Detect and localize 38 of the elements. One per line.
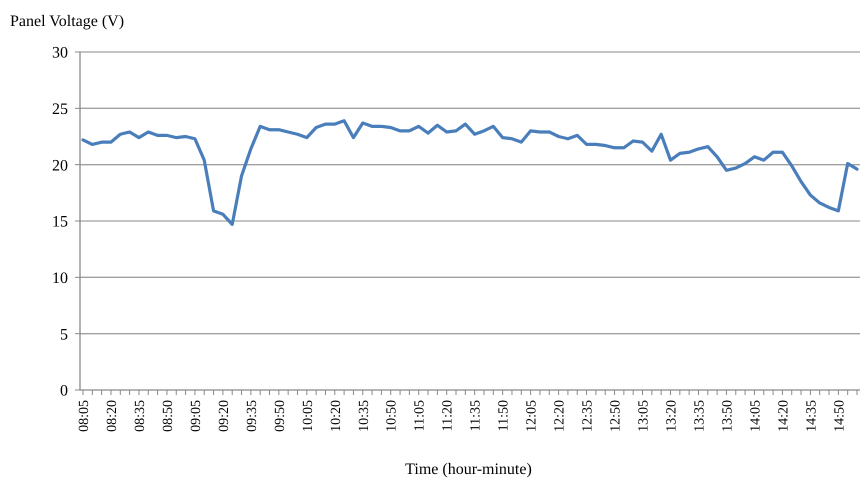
x-tick-label: 11:20 — [440, 400, 456, 432]
x-tick-label: 12:50 — [608, 400, 624, 432]
x-tick-label: 09:05 — [188, 400, 204, 432]
y-tick-label: 15 — [52, 214, 68, 231]
x-tick-label: 12:05 — [524, 400, 540, 432]
x-tick-label: 13:20 — [664, 400, 680, 432]
x-tick-label: 08:50 — [160, 400, 176, 432]
x-tick-label: 09:50 — [272, 400, 288, 432]
x-tick-label: 09:35 — [244, 400, 260, 432]
x-axis-title: Time (hour-minute) — [405, 461, 532, 478]
x-tick-label: 13:35 — [692, 400, 708, 432]
x-tick-label: 08:20 — [104, 400, 120, 432]
x-tick-label: 11:05 — [412, 400, 428, 432]
x-tick-label: 14:35 — [804, 400, 820, 432]
line-series — [81, 119, 859, 226]
x-tick-label: 10:20 — [328, 400, 344, 432]
y-tick-label: 25 — [52, 100, 68, 118]
x-tick-label: 10:35 — [356, 400, 372, 432]
x-tick-label: 10:05 — [300, 400, 316, 432]
x-tick-label: 09:20 — [216, 400, 232, 432]
x-tick-label: 12:35 — [580, 400, 596, 432]
x-tick-label: 13:05 — [636, 400, 652, 432]
y-tick-label: 0 — [60, 382, 68, 400]
x-tick-label: 11:50 — [496, 400, 512, 432]
x-tick-label: 08:05 — [77, 400, 92, 432]
x-tick-label: 13:50 — [720, 400, 736, 432]
x-tick-label: 10:50 — [384, 400, 400, 432]
x-tick-label: 14:20 — [776, 400, 792, 432]
y-tick-label: 20 — [52, 157, 68, 174]
x-tick-label: 12:20 — [552, 400, 568, 432]
y-tick-label: 10 — [52, 270, 68, 287]
x-tick-label: 14:50 — [832, 400, 848, 432]
x-tick-label: 08:35 — [132, 400, 148, 432]
x-tick-label: 14:05 — [748, 400, 764, 432]
x-tick-label: 11:35 — [468, 400, 484, 432]
y-tick-label: 5 — [60, 326, 68, 344]
y-tick-label: 30 — [52, 44, 68, 62]
y-axis-title: Panel Voltage (V) — [10, 13, 124, 30]
